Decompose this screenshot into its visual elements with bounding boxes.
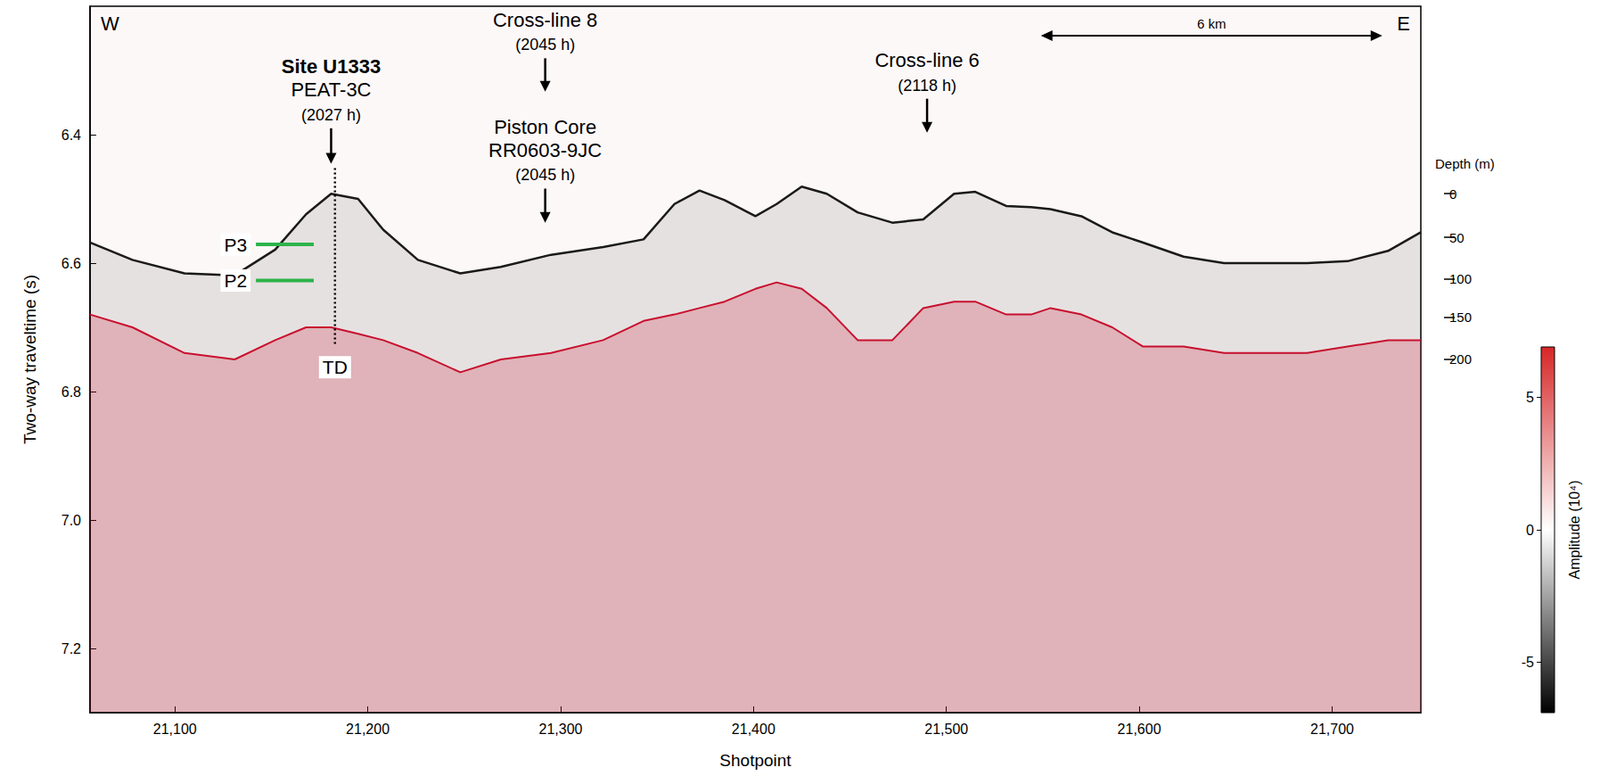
svg-text:100: 100 — [1449, 270, 1472, 287]
svg-text:(2118 h): (2118 h) — [897, 76, 957, 95]
svg-text:W: W — [100, 12, 120, 35]
svg-text:Amplitude (10⁴): Amplitude (10⁴) — [1567, 480, 1583, 580]
svg-text:PEAT-3C: PEAT-3C — [290, 78, 371, 101]
svg-text:Cross-line 6: Cross-line 6 — [874, 49, 979, 72]
svg-text:6.4: 6.4 — [61, 127, 82, 143]
svg-text:Piston Core: Piston Core — [493, 115, 597, 139]
svg-text:7.2: 7.2 — [61, 640, 82, 657]
svg-text:E: E — [1396, 12, 1411, 35]
svg-text:P3: P3 — [223, 234, 247, 255]
svg-text:21,600: 21,600 — [1117, 721, 1162, 737]
svg-text:6.6: 6.6 — [61, 255, 82, 271]
svg-text:7.0: 7.0 — [61, 512, 82, 528]
svg-text:21,700: 21,700 — [1310, 721, 1354, 737]
svg-text:0: 0 — [1449, 186, 1457, 202]
svg-text:Shotpoint: Shotpoint — [719, 750, 792, 770]
svg-text:TD: TD — [322, 356, 348, 378]
svg-text:Cross-line 8: Cross-line 8 — [492, 8, 598, 32]
svg-text:21,400: 21,400 — [731, 721, 776, 737]
svg-text:5: 5 — [1526, 389, 1535, 405]
svg-text:6.8: 6.8 — [61, 384, 82, 400]
svg-text:150: 150 — [1449, 309, 1472, 325]
svg-text:-5: -5 — [1521, 654, 1535, 670]
svg-text:(2045 h): (2045 h) — [515, 165, 575, 184]
svg-text:200: 200 — [1449, 351, 1472, 367]
svg-text:21,300: 21,300 — [538, 721, 583, 737]
svg-text:(2045 h): (2045 h) — [515, 35, 575, 54]
svg-text:0: 0 — [1526, 522, 1535, 538]
svg-text:6 km: 6 km — [1197, 16, 1227, 32]
svg-text:P2: P2 — [223, 270, 247, 291]
svg-text:Site U1333: Site U1333 — [281, 55, 381, 78]
svg-text:50: 50 — [1449, 229, 1465, 246]
svg-text:Depth (m): Depth (m) — [1435, 155, 1495, 172]
svg-text:(2027 h): (2027 h) — [301, 106, 362, 124]
svg-text:Two-way traveltime (s): Two-way traveltime (s) — [20, 274, 40, 444]
svg-text:21,100: 21,100 — [153, 721, 197, 737]
svg-text:RR0603-9JC: RR0603-9JC — [488, 139, 602, 162]
svg-text:21,200: 21,200 — [345, 721, 390, 737]
svg-text:21,500: 21,500 — [924, 721, 969, 737]
